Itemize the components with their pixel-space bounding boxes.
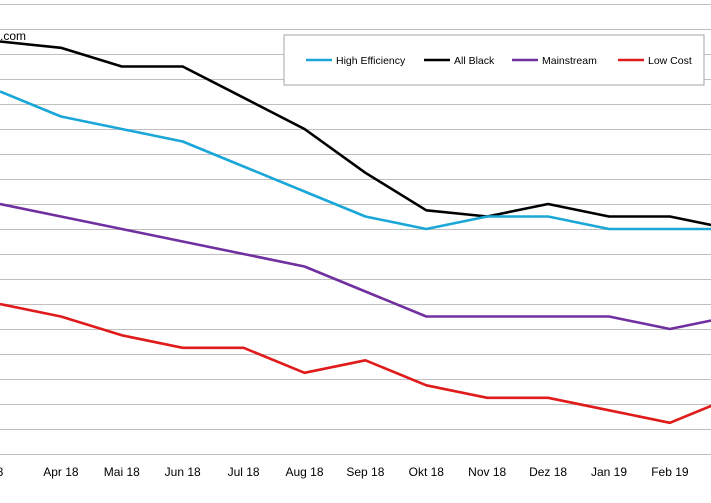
x-tick-label: Aug 18 [285, 465, 323, 479]
gridlines [0, 4, 711, 455]
x-tick-label: Mai 18 [104, 465, 140, 479]
x-tick-label: Okt 18 [409, 465, 445, 479]
x-tick-label: Sep 18 [346, 465, 384, 479]
x-tick-label: Jul 18 [228, 465, 260, 479]
x-tick-label: Dez 18 [529, 465, 567, 479]
series-lines [0, 40, 711, 425]
series-line-high-efficiency [0, 90, 711, 231]
x-tick-label: Apr 18 [43, 465, 79, 479]
x-tick-label: Feb 19 [651, 465, 689, 479]
x-tick-label: Nov 18 [468, 465, 506, 479]
x-axis-tick-labels: 8 Apr 18 Mai 18 Jun 18 Jul 18 Aug 18 Sep 18 Okt… [0, 465, 689, 479]
x-tick-label: 8 [0, 465, 4, 479]
series-line-mainstream [0, 202, 711, 331]
legend: High Efficiency All Black Mainstream Low Co… [283, 34, 705, 86]
source-text: .com [0, 29, 26, 43]
x-tick-label: Jun 18 [165, 465, 201, 479]
legend-label-mainstream: Mainstream [542, 55, 597, 67]
legend-label-low-cost: Low Cost [648, 55, 692, 67]
legend-label-high-efficiency: High Efficiency [336, 55, 406, 67]
series-line-low-cost [0, 302, 711, 425]
x-tick-label: Jan 19 [591, 465, 627, 479]
series-line-all-black [0, 40, 711, 227]
legend-label-all-black: All Black [454, 55, 495, 67]
